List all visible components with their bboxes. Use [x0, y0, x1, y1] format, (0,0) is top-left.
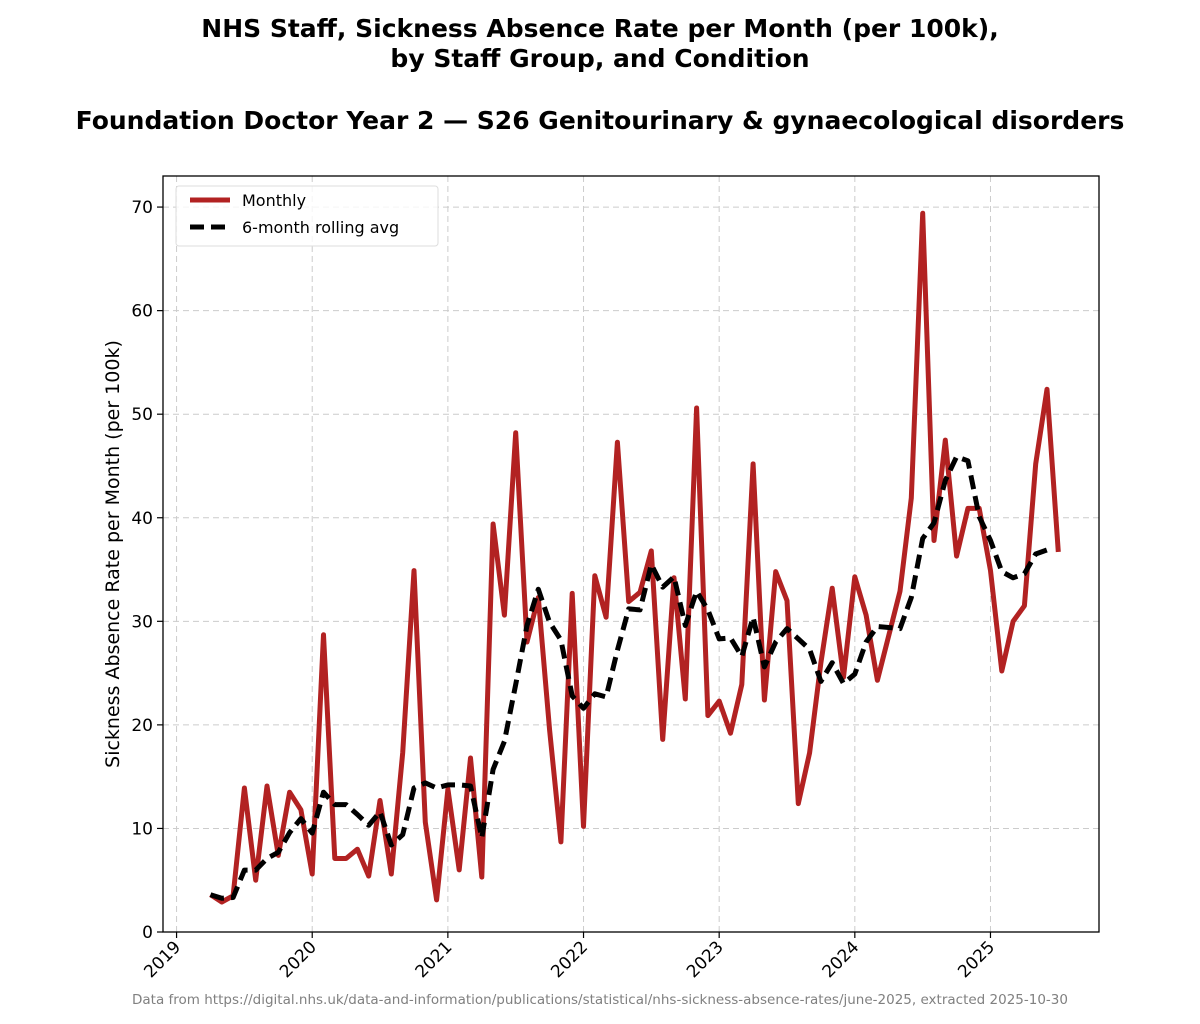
source-footer: Data from https://digital.nhs.uk/data-an…	[132, 992, 1068, 1008]
y-tick-label: 60	[131, 302, 153, 322]
x-tick-label: 2023	[683, 937, 728, 982]
chart-title-line-1: NHS Staff, Sickness Absence Rate per Mon…	[201, 14, 999, 43]
legend-box	[175, 185, 439, 247]
y-tick-label: 0	[142, 923, 153, 943]
y-tick-label: 30	[131, 612, 153, 632]
y-tick-label: 70	[131, 198, 153, 218]
x-tick-label: 2020	[276, 937, 321, 982]
y-tick-label: 20	[131, 716, 153, 736]
y-tick-label: 10	[131, 819, 153, 839]
series-layer	[209, 210, 1061, 905]
chart-title-line-2: by Staff Group, and Condition	[390, 44, 810, 73]
x-tick-label: 2019	[140, 937, 185, 982]
legend-label-monthly: Monthly	[242, 191, 306, 210]
x-tick-label: 2024	[819, 937, 864, 982]
x-tick-label: 2025	[954, 937, 999, 982]
series-monthly-line	[209, 210, 1061, 905]
y-tick-label: 40	[131, 509, 153, 529]
series-rolling-avg-line	[209, 454, 1048, 901]
y-axis-label: Sickness Absence Rate per Month (per 100…	[102, 340, 124, 768]
y-tick-label: 50	[131, 405, 153, 425]
legend-label-rolling: 6-month rolling avg	[242, 218, 399, 237]
plot-frame	[162, 175, 1100, 933]
legend: Monthly 6-month rolling avg	[175, 185, 439, 247]
x-tick-label: 2022	[547, 937, 592, 982]
chart-subtitle: Foundation Doctor Year 2 — S26 Genitouri…	[75, 106, 1125, 135]
x-tick-label: 2021	[412, 937, 457, 982]
